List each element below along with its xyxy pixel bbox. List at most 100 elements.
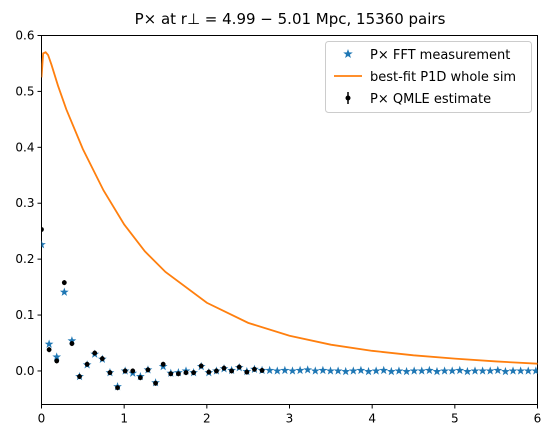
- fft-star-point: [67, 336, 77, 345]
- fft-star-point: [463, 366, 472, 376]
- fft-star-point: [318, 365, 328, 375]
- qmle-point: [130, 368, 136, 374]
- qmle-point: [77, 374, 82, 379]
- fft-star-point: [386, 366, 396, 376]
- fft-star-point: [501, 366, 510, 376]
- fft-star-point: [295, 365, 305, 375]
- fft-star-point: [531, 366, 538, 375]
- x-tick-label: 2: [203, 412, 211, 426]
- legend-curve-label: best-fit P1D whole sim: [370, 70, 516, 85]
- qmle-point: [252, 366, 257, 372]
- fft-star-point: [52, 352, 62, 361]
- qmle-point: [41, 227, 44, 232]
- fft-star-point: [440, 366, 449, 375]
- qmle-point: [168, 371, 174, 377]
- fft-star-point: [523, 366, 533, 375]
- fft-star-point: [379, 365, 389, 375]
- qmle-point: [214, 368, 219, 374]
- qmle-layer: [41, 227, 265, 391]
- x-tick-label: 4: [368, 412, 376, 426]
- qmle-point: [46, 347, 52, 353]
- fft-star-point: [341, 366, 351, 376]
- x-tick-label: 3: [286, 412, 294, 426]
- qmle-point: [244, 369, 250, 375]
- fft-star-point: [485, 366, 495, 375]
- qmle-point: [54, 358, 60, 364]
- plot-area: [41, 35, 538, 405]
- fft-star-point: [470, 366, 480, 375]
- y-tick-label: 0.2: [15, 252, 34, 266]
- qmle-point: [221, 365, 227, 371]
- x-tick-label: 0: [38, 412, 46, 426]
- qmle-point: [236, 364, 242, 370]
- qmle-point: [61, 280, 67, 286]
- legend-entry-curve: best-fit P1D whole sim: [334, 70, 516, 85]
- legend-qmle-marker: [345, 95, 351, 101]
- best-fit-curve: [41, 51, 538, 365]
- y-tick-label: 0.3: [15, 196, 34, 210]
- fft-star-point: [272, 366, 282, 375]
- legend: P× FFT measurement best-fit P1D whole si…: [325, 41, 532, 113]
- qmle-point: [183, 370, 189, 376]
- fft-star-point: [508, 366, 518, 375]
- qmle-point: [69, 341, 75, 346]
- y-axis: 0.0 0.1 0.2 0.3 0.4 0.5 0.6: [15, 29, 42, 378]
- fft-star-point: [394, 366, 404, 375]
- qmle-point: [84, 361, 90, 367]
- fft-star-point: [326, 366, 335, 375]
- y-tick-label: 0.6: [15, 29, 34, 43]
- fft-star-point: [44, 339, 54, 348]
- fft-star-point: [432, 366, 442, 376]
- y-tick-label: 0.1: [15, 308, 34, 322]
- qmle-point: [145, 367, 151, 373]
- fft-star-point: [409, 366, 419, 375]
- fft-star-point: [59, 287, 69, 296]
- fft-star-point: [303, 365, 313, 374]
- legend-qmle-label: P× QMLE estimate: [370, 92, 491, 107]
- x-axis: 0 1 2 3 4 5 6: [38, 404, 542, 426]
- qmle-point: [198, 363, 204, 369]
- fft-star-point: [288, 366, 297, 375]
- x-tick-label: 1: [120, 412, 128, 426]
- fft-star-point: [371, 366, 381, 375]
- x-tick-label: 5: [451, 412, 459, 426]
- fft-star-point: [356, 365, 366, 375]
- fft-star-point: [493, 365, 503, 375]
- fft-star-point: [425, 365, 434, 375]
- fft-star-point: [280, 365, 290, 375]
- fft-star-point: [41, 240, 46, 249]
- legend-box: [325, 41, 532, 113]
- fft-star-point: [516, 366, 526, 375]
- fft-star-point: [310, 366, 320, 375]
- qmle-point: [115, 385, 120, 391]
- fft-star-point: [333, 366, 343, 375]
- qmle-point: [191, 370, 197, 376]
- fft-star-point: [348, 366, 358, 375]
- qmle-point: [153, 380, 158, 386]
- qmle-point: [122, 368, 128, 374]
- y-tick-label: 0.5: [15, 84, 34, 98]
- chart-title: P× at r⊥ = 4.99 − 5.01 Mpc, 15360 pairs: [135, 10, 446, 28]
- fft-star-point: [417, 366, 427, 375]
- qmle-point: [259, 367, 265, 373]
- y-tick-label: 0.0: [15, 364, 34, 378]
- qmle-point: [107, 370, 113, 376]
- curve-layer: [41, 51, 538, 365]
- fft-star-point: [478, 366, 487, 375]
- fft-star-point: [364, 366, 373, 376]
- legend-fft-star-marker: [343, 49, 353, 59]
- legend-entry-fft: P× FFT measurement: [343, 48, 510, 63]
- qmle-point: [160, 361, 166, 367]
- qmle-point: [92, 350, 98, 356]
- qmle-point: [99, 356, 105, 362]
- legend-fft-label: P× FFT measurement: [370, 48, 510, 63]
- qmle-point: [206, 369, 212, 375]
- qmle-point: [137, 375, 143, 381]
- x-tick-label: 6: [534, 412, 542, 426]
- fft-star-point: [447, 366, 457, 375]
- legend-entry-qmle: P× QMLE estimate: [345, 92, 491, 107]
- y-tick-label: 0.4: [15, 140, 34, 154]
- fft-star-point: [265, 365, 275, 375]
- qmle-point: [229, 368, 235, 374]
